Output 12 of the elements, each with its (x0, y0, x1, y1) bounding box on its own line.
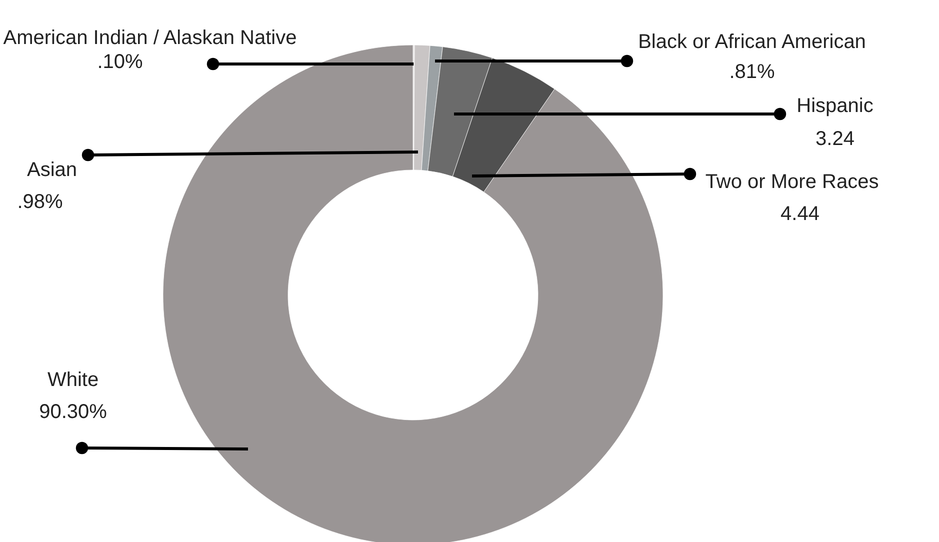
data-label: .81% (729, 61, 776, 83)
slice-label: Asian (26, 159, 78, 181)
slice-label: Black or African American (638, 31, 866, 53)
data-label: 3.24 (816, 128, 854, 150)
slice-label: American Indian / Alaskan Native (3, 27, 297, 49)
data-label: 4.44 (780, 203, 820, 225)
data-label: 90.30% (39, 401, 108, 423)
data-label: .98% (17, 191, 64, 213)
slice-label: Two or More Races (705, 171, 879, 193)
slice-label: White (47, 369, 99, 391)
slice-label: Hispanic (796, 95, 874, 117)
data-label: .10% (97, 51, 144, 73)
